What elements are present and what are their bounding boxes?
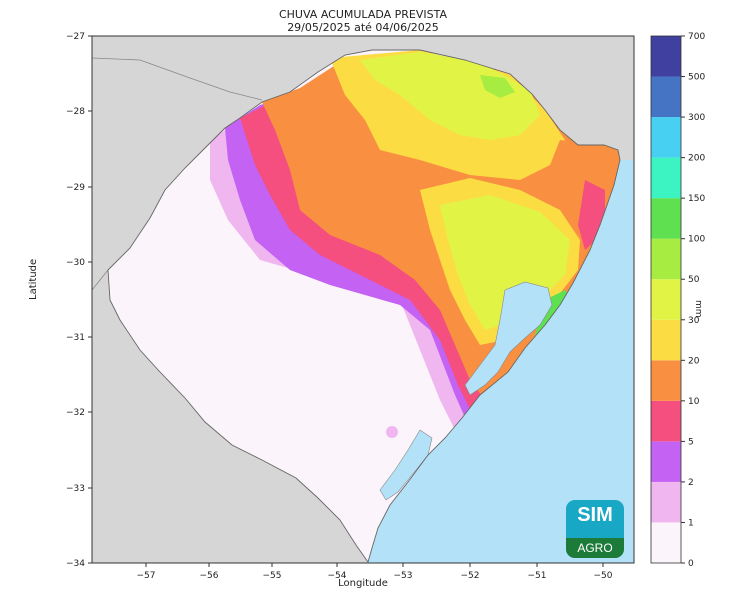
- y-tick-label: −27: [66, 32, 85, 42]
- x-tick-label: −54: [328, 571, 347, 581]
- title-line-2: 29/05/2025 até 04/06/2025: [287, 21, 439, 34]
- colorbar-segment: [651, 198, 681, 239]
- neighbor-border: [92, 269, 109, 291]
- colorbar-tick-label: 2: [688, 478, 694, 488]
- chart-title: CHUVA ACUMULADA PREVISTA 29/05/2025 até …: [92, 8, 634, 34]
- y-tick-label: −34: [66, 559, 85, 569]
- colorbar: 0 1 2 5 10 20 30 50 100 150 200 300 500 700: [650, 32, 705, 569]
- x-tick-label: −57: [137, 571, 156, 581]
- x-tick-label: −56: [200, 571, 219, 581]
- y-axis-label: Latitude: [28, 258, 39, 300]
- x-axis-label: Longitude: [338, 578, 388, 589]
- colorbar-tick-label: 1: [688, 518, 694, 528]
- colorbar-tick-label: 10: [688, 397, 700, 407]
- state-outline: [107, 49, 621, 563]
- x-tick-label: −55: [263, 571, 282, 581]
- state-rain-zones: [108, 50, 620, 562]
- colorbar-segment: [651, 360, 681, 401]
- x-tick-label: −51: [528, 571, 547, 581]
- y-tick-label: −31: [66, 333, 85, 343]
- colorbar-segment: [651, 117, 681, 158]
- y-tick-label: −28: [66, 107, 85, 117]
- zone-1-2mm-spot: [386, 426, 398, 438]
- logo-text-agro: AGRO: [566, 538, 624, 558]
- lagoa-mirim: [379, 429, 433, 501]
- y-tick-label: −30: [66, 258, 85, 268]
- colorbar-unit: mm: [693, 300, 703, 318]
- colorbar-segment: [651, 157, 681, 199]
- colorbar-segment: [651, 481, 681, 523]
- colorbar-segment: [651, 238, 681, 280]
- x-axis-ticks: −57 −56 −55 −54 −53 −52 −51 −50: [137, 563, 613, 581]
- x-tick-label: −53: [394, 571, 413, 581]
- colorbar-tick-label: 30: [688, 316, 700, 326]
- zone-50-100mm: [480, 75, 515, 98]
- y-tick-label: −32: [66, 408, 85, 418]
- y-tick-label: −29: [66, 183, 85, 193]
- colorbar-segment: [651, 319, 681, 361]
- x-tick-label: −52: [461, 571, 480, 581]
- x-tick-label: −50: [594, 571, 613, 581]
- lagoa-dos-patos: [464, 281, 553, 396]
- colorbar-tick-label: 100: [688, 235, 705, 245]
- colorbar-tick-label: 50: [688, 275, 700, 285]
- colorbar-tick-label: 300: [688, 113, 705, 123]
- colorbar-frame: [650, 35, 682, 564]
- colorbar-segment: [651, 279, 681, 320]
- plot-frame: [91, 35, 635, 564]
- neighbor-border: [92, 57, 263, 101]
- colorbar-tick-label: 20: [688, 356, 700, 366]
- colorbar-segment: [651, 400, 681, 442]
- colorbar-tick-label: 500: [688, 73, 705, 83]
- colorbar-tick-label: 700: [688, 32, 705, 42]
- zone-30-50mm-north: [360, 52, 540, 140]
- y-axis-ticks: −27 −28 −29 −30 −31 −32 −33 −34: [66, 32, 92, 569]
- y-tick-label: −33: [66, 484, 85, 494]
- sim-agro-logo: SIM AGRO: [566, 500, 624, 558]
- colorbar-tick-label: 200: [688, 154, 705, 164]
- title-line-1: CHUVA ACUMULADA PREVISTA: [278, 8, 448, 21]
- colorbar-tick-label: 5: [688, 437, 694, 447]
- logo-text-sim: SIM: [577, 504, 613, 526]
- colorbar-tick-label: 150: [688, 194, 705, 204]
- ocean: [368, 160, 634, 563]
- colorbar-segment: [651, 441, 681, 482]
- colorbar-segment: [651, 36, 681, 77]
- colorbar-segment: [651, 76, 681, 118]
- colorbar-tick-label: 0: [688, 559, 694, 569]
- colorbar-segment: [651, 522, 681, 563]
